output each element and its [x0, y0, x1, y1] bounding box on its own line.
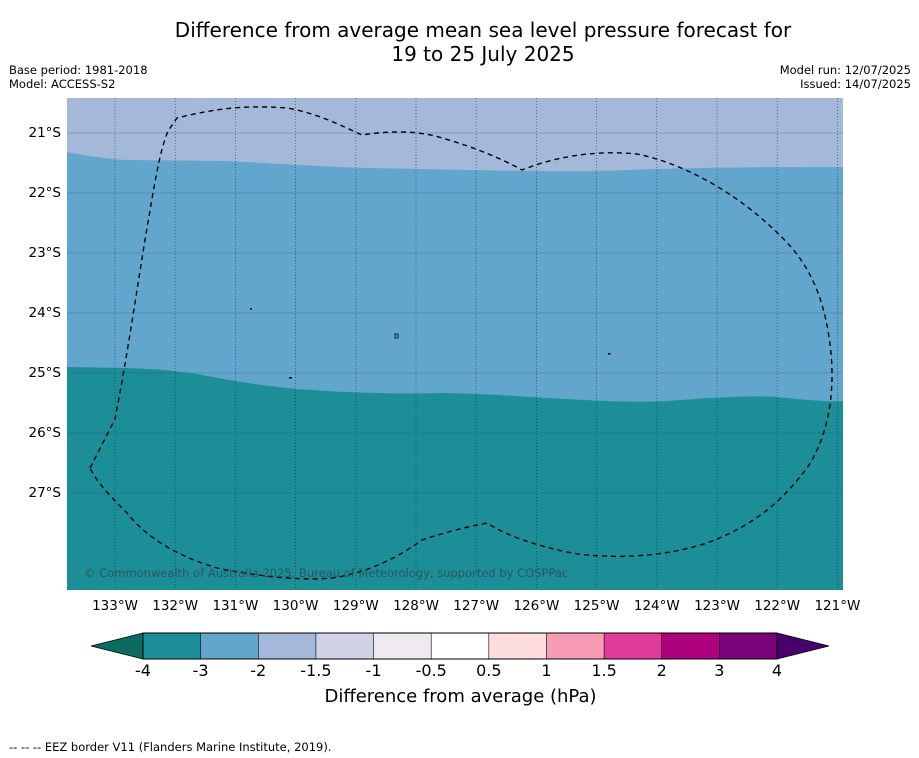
colorbar-cells — [143, 633, 778, 659]
colorbar-tick-label: 1 — [541, 661, 552, 680]
longitude-label: 126°W — [513, 598, 560, 614]
longitude-label: 122°W — [754, 598, 801, 614]
copyright-text: © Commonwealth of Australia 2025, Bureau… — [84, 566, 569, 580]
colorbar-cell — [373, 633, 432, 659]
colorbar-cell — [546, 633, 605, 659]
colorbar-cell — [661, 633, 720, 659]
latitude-label: 23°S — [28, 245, 62, 261]
title-line-2: 19 to 25 July 2025 — [391, 42, 575, 66]
colorbar-cell — [604, 633, 663, 659]
colorbar-tick-label: -1.5 — [300, 661, 332, 680]
eez-footnote: -- -- -- EEZ border V11 (Flanders Marine… — [9, 740, 332, 754]
colorbar-tick-label: 2 — [656, 661, 667, 680]
longitude-label: 127°W — [453, 598, 500, 614]
colorbar-tick-label: 3 — [714, 661, 725, 680]
map-svg — [67, 98, 843, 590]
issued-text: Issued: 14/07/2025 — [800, 77, 911, 91]
grid-lines — [67, 98, 843, 590]
meta-right: Model run: 12/07/2025 Issued: 14/07/2025 — [780, 63, 911, 91]
eez-border — [89, 106, 833, 580]
longitude-label: 124°W — [633, 598, 680, 614]
chart-title: Difference from average mean sea level p… — [0, 18, 919, 66]
colorbar-cell — [431, 633, 490, 659]
colorbar-cell — [315, 633, 375, 659]
latitude-label: 21°S — [28, 125, 62, 141]
colorbar — [90, 632, 830, 660]
colorbar-tick-label: -2 — [250, 661, 267, 680]
longitude-label: 121°W — [814, 598, 861, 614]
latitude-label: 22°S — [28, 185, 62, 201]
colorbar-tick-label: -3 — [192, 661, 209, 680]
islands — [250, 308, 611, 379]
model-text: Model: ACCESS-S2 — [9, 77, 116, 91]
longitude-label: 133°W — [92, 598, 138, 614]
colorbar-tick-label: 1.5 — [591, 661, 617, 680]
colorbar-label: Difference from average (hPa) — [324, 686, 597, 707]
latitude-label: 24°S — [28, 305, 62, 321]
colorbar-over-arrow — [776, 632, 830, 660]
colorbar-frame — [142, 632, 778, 660]
longitude-label: 128°W — [393, 598, 439, 614]
zone-teal — [67, 367, 843, 590]
title-line-1: Difference from average mean sea level p… — [174, 18, 792, 42]
colorbar-tick-label: 0.5 — [476, 661, 502, 680]
colorbar-cell — [719, 633, 778, 659]
longitude-label: 125°W — [573, 598, 620, 614]
pressure-map — [67, 98, 843, 590]
colorbar-cell — [488, 633, 547, 659]
longitude-label: 130°W — [272, 598, 319, 614]
longitude-label: 123°W — [694, 598, 740, 614]
longitude-label: 131°W — [212, 598, 259, 614]
colorbar-tick-label: 4 — [771, 661, 783, 680]
latitude-label: 26°S — [28, 425, 62, 441]
longitude-label: 132°W — [152, 598, 199, 614]
colorbar-tick-label: -0.5 — [415, 661, 447, 680]
model-run-text: Model run: 12/07/2025 — [779, 63, 911, 77]
latitude-label: 27°S — [28, 485, 62, 501]
base-period-text: Base period: 1981-2018 — [9, 63, 148, 77]
colorbar-tick-label: -1 — [365, 661, 382, 680]
meta-left: Base period: 1981-2018 Model: ACCESS-S2 — [9, 63, 148, 91]
colorbar-cell — [143, 633, 202, 659]
colorbar-cell — [258, 633, 317, 659]
colorbar-under-arrow — [90, 632, 144, 660]
colorbar-tick-label: -4 — [135, 661, 151, 680]
longitude-label: 129°W — [332, 598, 379, 614]
latitude-label: 25°S — [28, 365, 62, 381]
colorbar-cell — [200, 633, 259, 659]
